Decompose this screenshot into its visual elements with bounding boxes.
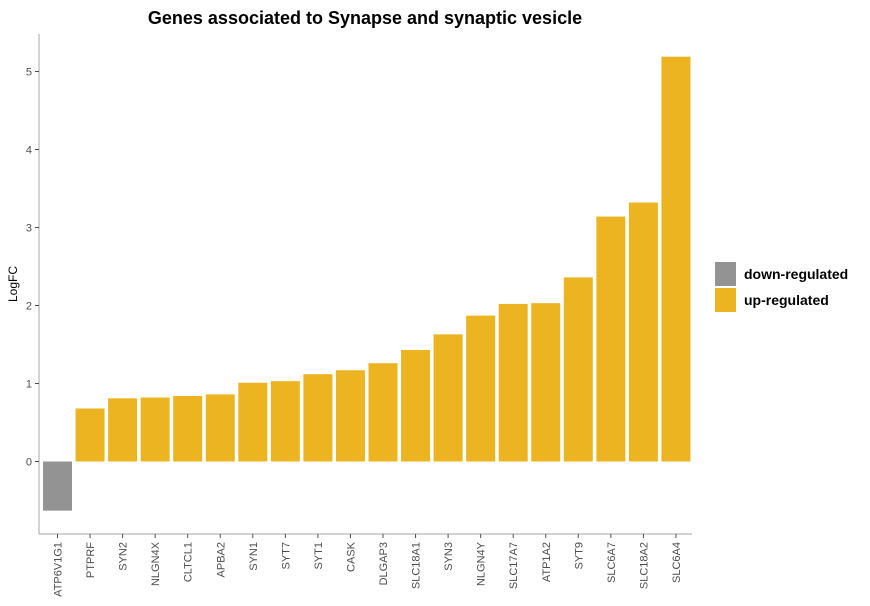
y-tick-label: 4 xyxy=(26,145,32,157)
x-tick-label: PTPRF xyxy=(85,542,97,578)
bar-nlgn4x xyxy=(140,397,170,462)
legend-label: down-regulated xyxy=(744,266,848,282)
x-ticks-group: ATP6V1G1 PTPRF SYN2 NLGN4X CLTCL1 APBA2 SYN1 SY… xyxy=(53,534,683,597)
x-tick-label: DLGAP3 xyxy=(378,542,390,585)
bar-slc18a2 xyxy=(628,202,658,462)
bar-syn3 xyxy=(433,334,463,462)
x-tick-label: SLC6A7 xyxy=(606,542,618,583)
bar-syn2 xyxy=(108,398,138,462)
bar-syt1 xyxy=(303,374,333,462)
x-tick-label: NLGN4Y xyxy=(476,541,488,586)
x-tick-label: SYT9 xyxy=(573,542,585,570)
y-tick-label: 1 xyxy=(26,379,32,391)
chart-title: Genes associated to Synapse and synaptic… xyxy=(148,8,582,28)
y-tick-label: 3 xyxy=(26,223,32,235)
x-tick-label: APBA2 xyxy=(215,542,227,577)
bar-syt9 xyxy=(563,277,593,462)
bar-cask xyxy=(335,370,365,462)
bar-nlgn4y xyxy=(466,315,496,462)
bar-slc6a7 xyxy=(596,216,626,462)
y-ticks-group: 0 1 2 3 4 5 xyxy=(26,67,39,469)
legend: down-regulated up-regulated xyxy=(715,262,848,312)
legend-key-up-regulated xyxy=(715,288,736,312)
bar-slc17a7 xyxy=(498,303,528,462)
x-tick-label: SLC18A2 xyxy=(638,542,650,589)
bar-atp1a2 xyxy=(531,303,561,462)
bar-syt7 xyxy=(270,381,300,462)
x-tick-label: SLC17A7 xyxy=(508,542,520,589)
bar-slc18a1 xyxy=(401,349,431,462)
bar-apba2 xyxy=(205,394,235,462)
bars-group xyxy=(43,56,691,511)
x-tick-label: SYN2 xyxy=(118,542,130,571)
y-tick-label: 0 xyxy=(26,457,32,469)
bar-cltcl1 xyxy=(173,395,203,462)
x-tick-label: SYN1 xyxy=(248,542,260,571)
legend-key-down-regulated xyxy=(715,262,736,286)
x-tick-label: CASK xyxy=(345,541,357,572)
x-tick-label: SYN3 xyxy=(443,542,455,571)
y-tick-label: 2 xyxy=(26,301,32,313)
x-tick-label: NLGN4X xyxy=(150,541,162,586)
x-tick-label: CLTCL1 xyxy=(183,542,195,582)
bar-syn1 xyxy=(238,382,268,462)
legend-label: up-regulated xyxy=(744,292,829,308)
x-tick-label: SYT1 xyxy=(313,542,325,570)
bar-ptprf xyxy=(75,408,105,462)
bar-atp6v1g1 xyxy=(43,461,72,511)
x-tick-label: SLC18A1 xyxy=(411,542,423,589)
x-tick-label: SYT7 xyxy=(280,542,292,570)
x-tick-label: ATP1A2 xyxy=(541,542,553,582)
axes-group xyxy=(38,34,692,535)
y-tick-label: 5 xyxy=(26,67,32,79)
bar-slc6a4 xyxy=(661,56,691,462)
x-tick-label: SLC6A4 xyxy=(671,542,683,583)
bar-dlgap3 xyxy=(368,363,398,462)
y-axis-label: LogFC xyxy=(6,266,20,302)
x-tick-label: ATP6V1G1 xyxy=(53,542,65,597)
